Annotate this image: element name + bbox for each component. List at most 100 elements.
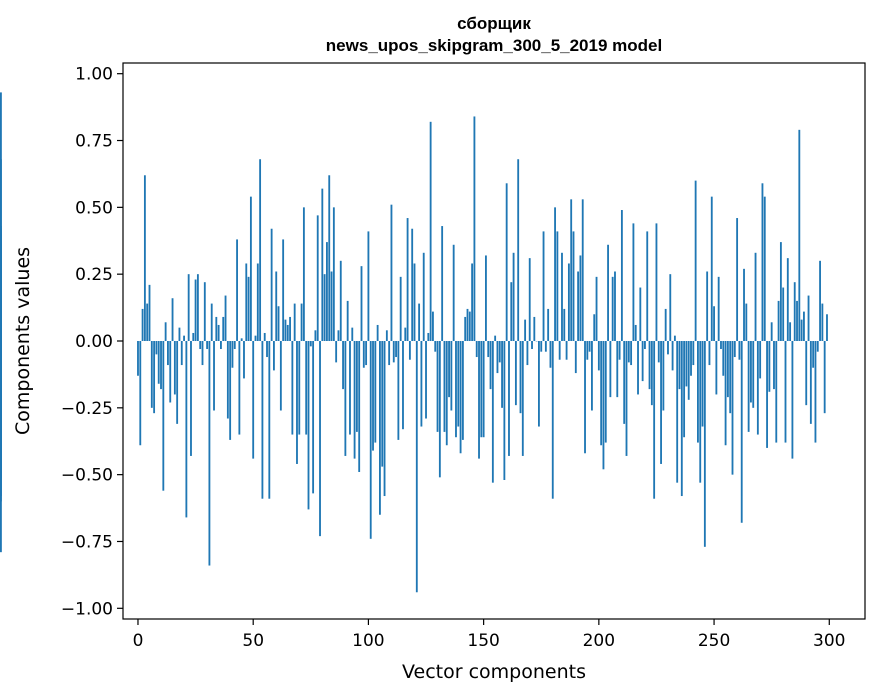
bar-component-12 [164,322,167,341]
bar-component-102 [372,341,374,451]
bars-group [0,92,828,593]
bar-component-161 [508,341,510,456]
bar-component-136 [450,341,453,411]
bar-component-101 [369,341,372,539]
bar-component-242 [694,180,697,341]
bar-component-24 [192,332,195,341]
bar-component-145 [471,263,474,341]
y-tick-label: 0.00 [75,332,113,352]
bar-component-96 [358,341,361,472]
y-axis-ticks: 1.00 0.75 0.50 0.25 0.00 −0.25 −0.50 −0.75 −1.00 [61,65,123,619]
bar-component-288 [800,319,803,341]
bar-component-133 [443,341,446,432]
bar-component-92 [349,341,351,435]
bar-component-105 [379,341,381,515]
bar-component-76 [312,341,315,494]
chart-title-line-2: news_upos_skipgram_300_5_2019 model [326,36,662,55]
bar-component-192 [579,255,582,341]
bar-component-5 [148,284,151,341]
bar-component-132 [441,226,444,341]
bar-component-15 [171,298,174,341]
bar-component-210 [620,210,623,341]
bar-component-72 [302,207,305,341]
bar-component-245 [701,341,704,427]
bar-component-187 [567,263,570,341]
bar-component-241 [692,341,695,366]
bar-component-247 [706,271,709,341]
bar-component-171 [531,341,533,350]
bar-component-140 [459,341,462,454]
x-tick-label: 200 [583,631,615,651]
bar-component-169 [526,341,529,366]
bar-component-63 [282,239,285,341]
bar-component-120 [413,263,416,341]
bar-component-249 [710,196,713,341]
bar-component-88 [339,260,342,341]
bar-component-50 [252,341,255,459]
bar-component-115 [402,341,404,430]
bar-component-206 [611,276,614,341]
bar-component-282 [786,258,789,341]
bar-component-177 [544,341,547,352]
bar-component-256 [726,341,729,398]
bar-component-184 [561,252,563,341]
bar-component-226 [657,341,660,363]
bar-component-78 [316,215,319,341]
bar-component-290 [805,341,808,406]
bar-component-170 [528,258,531,341]
bar-component-114 [399,276,402,341]
bar-component-172 [533,316,536,341]
bar-component-198 [593,314,596,341]
bar-component-123 [420,341,423,427]
bar-component-14 [169,341,172,403]
bar-component-228 [662,341,665,411]
bar-component-17 [176,341,179,424]
bar-component-91 [346,300,349,341]
bar-component-31 [208,341,211,566]
bar-component-180 [551,341,554,499]
bar-component-23 [190,341,192,456]
bar-component-67 [291,341,294,435]
bar-component-43 [236,239,238,341]
bar-component-51 [254,335,257,341]
bar-component-106 [381,341,384,467]
bar-component-64 [284,319,287,341]
bar-component-13 [167,341,169,366]
bar-component-undefined [0,341,2,502]
bar-component-233 [673,335,676,341]
x-tick-label: 150 [467,631,499,651]
bar-component-141 [461,341,464,440]
bar-component-84 [330,271,333,341]
bar-component-181 [554,207,556,341]
bar-component-138 [455,341,457,438]
bar-component-62 [279,341,282,411]
bar-component-40 [229,341,232,440]
bar-component-47 [245,263,248,341]
bar-component-149 [480,341,483,438]
bar-component-274 [768,341,771,392]
bar-component-42 [233,341,236,350]
bar-component-26 [196,274,199,341]
bar-component-60 [275,271,278,341]
bar-component-174 [538,341,540,427]
bar-component-44 [238,341,241,435]
bar-component-39 [226,341,229,419]
bar-component-69 [296,341,298,464]
bar-component-296 [819,260,821,341]
bar-component-294 [814,341,817,443]
bar-component-214 [630,341,633,366]
x-axis-ticks: 0 50 100 150 200 250 300 [133,619,846,651]
bar-component-191 [577,271,580,341]
bar-component-166 [519,341,522,414]
bar-component-257 [729,341,732,414]
bar-component-175 [540,341,543,352]
bar-component-35 [217,324,220,341]
bar-component-205 [609,341,612,398]
bar-component-110 [390,204,393,341]
bar-component-21 [185,341,188,518]
bar-component-0 [137,341,139,376]
bar-component-154 [491,341,494,483]
bar-component-176 [542,231,545,341]
bar-component-41 [231,341,234,368]
